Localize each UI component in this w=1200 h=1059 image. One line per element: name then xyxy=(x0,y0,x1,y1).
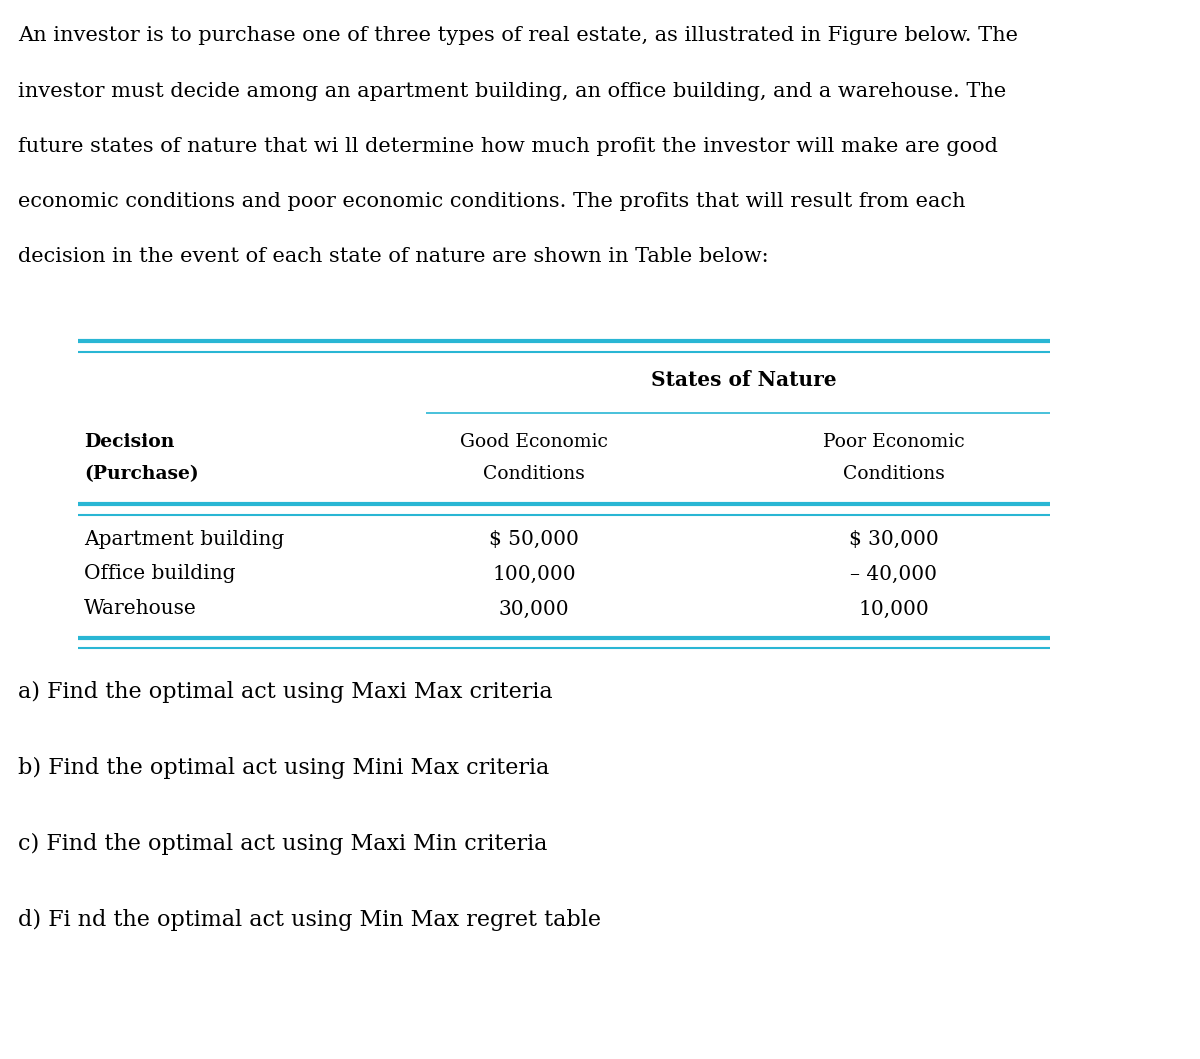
Text: Decision: Decision xyxy=(84,433,174,450)
Text: future states of nature that wi ll determine how much profit the investor will m: future states of nature that wi ll deter… xyxy=(18,137,998,156)
Text: economic conditions and poor economic conditions. The profits that will result f: economic conditions and poor economic co… xyxy=(18,192,966,211)
Text: $ 50,000: $ 50,000 xyxy=(490,530,578,549)
Text: Office building: Office building xyxy=(84,564,235,584)
Text: Conditions: Conditions xyxy=(484,466,584,483)
Text: (Purchase): (Purchase) xyxy=(84,466,199,483)
Text: Apartment building: Apartment building xyxy=(84,530,284,549)
Text: d) Fi nd the optimal act using Min Max regret table: d) Fi nd the optimal act using Min Max r… xyxy=(18,910,601,931)
Text: 30,000: 30,000 xyxy=(499,599,569,618)
Text: – 40,000: – 40,000 xyxy=(851,564,937,584)
Text: 100,000: 100,000 xyxy=(492,564,576,584)
Text: investor must decide among an apartment building, an office building, and a ware: investor must decide among an apartment … xyxy=(18,82,1007,101)
Text: Warehouse: Warehouse xyxy=(84,599,197,618)
Text: Good Economic: Good Economic xyxy=(460,433,608,450)
Text: decision in the event of each state of nature are shown in Table below:: decision in the event of each state of n… xyxy=(18,247,769,266)
Text: b) Find the optimal act using Mini Max criteria: b) Find the optimal act using Mini Max c… xyxy=(18,757,550,778)
Text: An investor is to purchase one of three types of real estate, as illustrated in : An investor is to purchase one of three … xyxy=(18,26,1018,46)
Text: States of Nature: States of Nature xyxy=(652,370,836,390)
Text: a) Find the optimal act using Maxi Max criteria: a) Find the optimal act using Maxi Max c… xyxy=(18,681,553,702)
Text: Poor Economic: Poor Economic xyxy=(823,433,965,450)
Text: 10,000: 10,000 xyxy=(859,599,929,618)
Text: c) Find the optimal act using Maxi Min criteria: c) Find the optimal act using Maxi Min c… xyxy=(18,833,547,855)
Text: $ 30,000: $ 30,000 xyxy=(850,530,938,549)
Text: Conditions: Conditions xyxy=(844,466,944,483)
